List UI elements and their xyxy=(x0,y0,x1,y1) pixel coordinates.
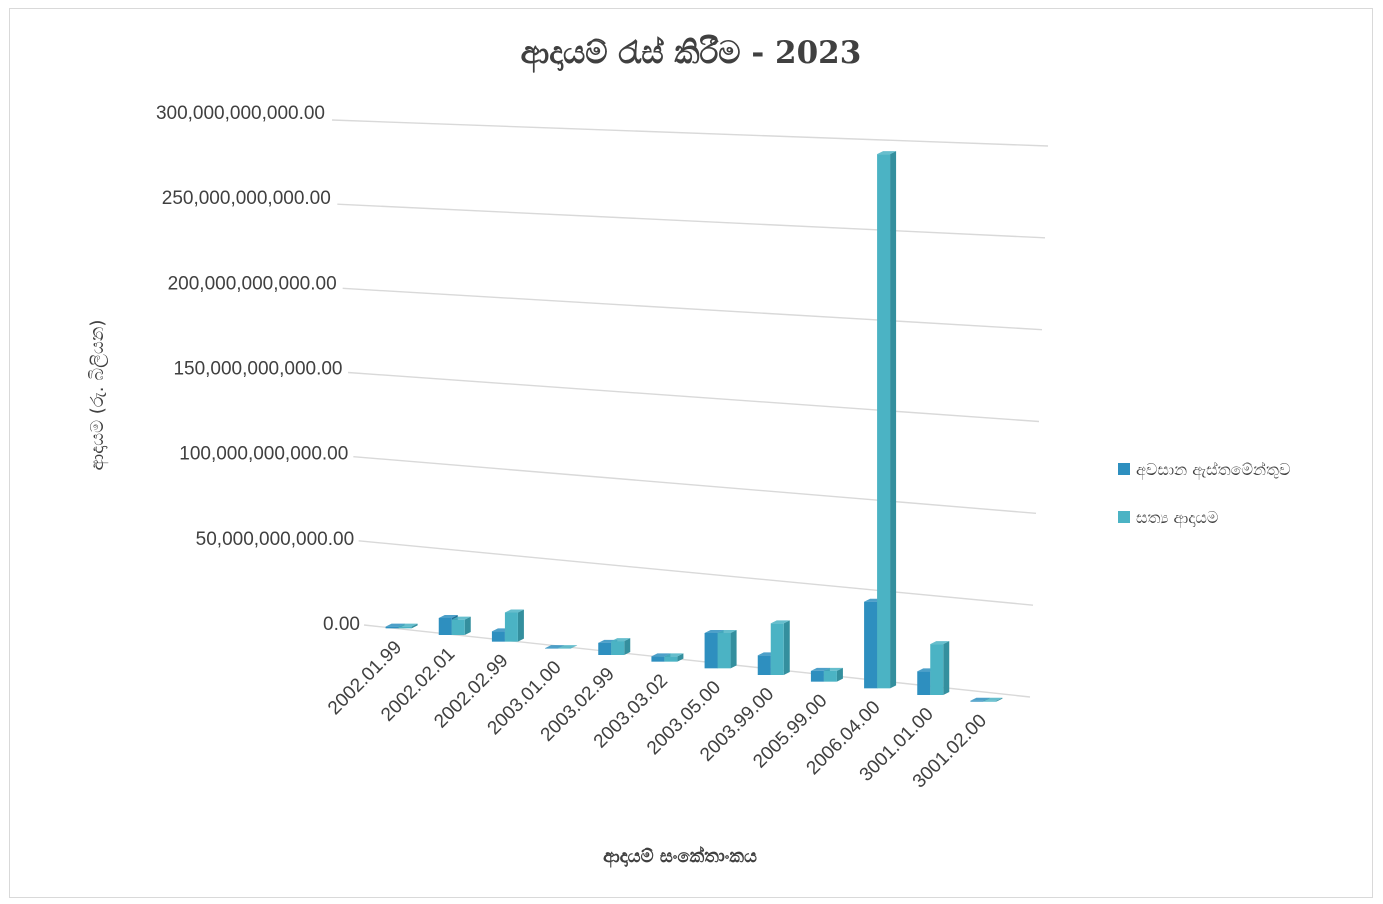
y-tick-label: 100,000,000,000.00 xyxy=(179,444,348,465)
bar-front xyxy=(598,642,612,655)
bar-front xyxy=(717,633,731,669)
bar-front xyxy=(451,619,465,635)
bar-front xyxy=(438,617,452,635)
legend-label-actual-revenue: සත්‍ය ආදායම xyxy=(1136,508,1218,528)
legend: අවසාන ඇස්තමේන්තුව සත්‍ය ආදායම xyxy=(1118,460,1290,528)
gridline xyxy=(331,119,1049,147)
legend-swatch-actual-revenue xyxy=(1118,511,1130,523)
gridline xyxy=(347,371,1040,423)
bar-actual-revenue xyxy=(398,623,418,629)
bar-actual-revenue xyxy=(558,645,578,649)
bar-side xyxy=(996,697,1003,702)
gridline xyxy=(358,540,1034,606)
chart-title: ආදායම් රැස් කිරීම - 2023 xyxy=(521,34,862,73)
bar-side xyxy=(624,638,631,655)
x-axis-title: ආදායම් සංකේතාංකය xyxy=(603,845,757,868)
gridlines xyxy=(331,119,1049,698)
bar-front xyxy=(491,631,505,642)
bar-side xyxy=(517,609,524,642)
y-tick-label: 300,000,000,000.00 xyxy=(156,103,325,124)
bar-front xyxy=(970,700,984,702)
bar-top xyxy=(451,616,471,620)
bar-top xyxy=(930,641,950,645)
bar-front xyxy=(651,656,665,662)
bar-top xyxy=(385,623,405,627)
bar-side xyxy=(411,623,418,629)
y-tick-label: 200,000,000,000.00 xyxy=(168,273,337,294)
bar-top xyxy=(823,667,843,671)
bar-front xyxy=(917,671,931,695)
bar-front xyxy=(398,626,412,629)
y-tick-label: 250,000,000,000.00 xyxy=(162,188,331,209)
bar-actual-revenue xyxy=(877,151,897,689)
bar-front xyxy=(810,670,824,682)
bar-front xyxy=(504,612,518,642)
bar-actual-revenue xyxy=(823,667,843,682)
bar-actual-revenue xyxy=(930,641,950,695)
bar-top xyxy=(504,609,524,613)
legend-swatch-final-estimate xyxy=(1118,463,1130,475)
gridline xyxy=(353,455,1037,515)
y-axis-title: ආදායම (රු. බිලියන) xyxy=(87,320,109,471)
bar-actual-revenue xyxy=(611,638,631,655)
gridline xyxy=(342,287,1043,331)
bar-front xyxy=(545,648,559,649)
bar-top xyxy=(877,151,897,155)
bar-side xyxy=(783,620,790,675)
legend-label-final-estimate: අවසාන ඇස්තමේන්තුව xyxy=(1136,460,1290,480)
y-tick-label: 0.00 xyxy=(323,614,360,635)
bar-side xyxy=(890,151,897,689)
bar-top xyxy=(770,620,790,624)
bar-actual-revenue xyxy=(664,653,684,662)
bar-actual-revenue xyxy=(504,609,524,642)
bar-side xyxy=(571,645,578,649)
bar-actual-revenue xyxy=(717,630,737,669)
y-tick-label: 150,000,000,000.00 xyxy=(173,359,342,380)
bar-top xyxy=(717,630,737,634)
bar-front xyxy=(385,626,399,629)
bar-front xyxy=(770,623,784,675)
bar-front xyxy=(930,644,944,695)
bar-side xyxy=(730,630,737,669)
bar-front xyxy=(864,601,878,689)
bar-actual-revenue xyxy=(451,616,471,635)
bar-front xyxy=(757,655,771,675)
bar-top xyxy=(970,697,990,701)
bar-top xyxy=(438,614,458,618)
bar-top xyxy=(545,645,565,649)
bar-front xyxy=(611,641,625,655)
bars xyxy=(385,151,1003,702)
bar-top xyxy=(664,653,684,657)
bar-top xyxy=(558,645,578,649)
y-tick-labels: 0.00 50,000,000,000.00 100,000,000,000.00 1… xyxy=(156,103,360,635)
bar-top xyxy=(651,653,671,657)
bar-front xyxy=(664,656,678,662)
bar-front xyxy=(558,648,572,649)
bar-actual-revenue xyxy=(770,620,790,675)
bar-front xyxy=(877,154,891,689)
bar-front xyxy=(704,633,718,669)
bar-front xyxy=(983,700,997,702)
y-tick-label: 50,000,000,000.00 xyxy=(196,529,355,550)
bar-top xyxy=(611,638,631,642)
gridline xyxy=(337,203,1046,239)
bar-top xyxy=(398,623,418,627)
bar-side xyxy=(677,653,684,662)
chart-frame xyxy=(9,8,1373,898)
bar-top xyxy=(810,667,830,671)
bar-side xyxy=(464,616,471,635)
bar-top xyxy=(704,630,724,634)
bar-front xyxy=(823,670,837,682)
bar-side xyxy=(836,667,843,682)
bar-actual-revenue xyxy=(983,697,1003,702)
bar-top xyxy=(983,697,1003,701)
bar-side xyxy=(943,641,950,695)
